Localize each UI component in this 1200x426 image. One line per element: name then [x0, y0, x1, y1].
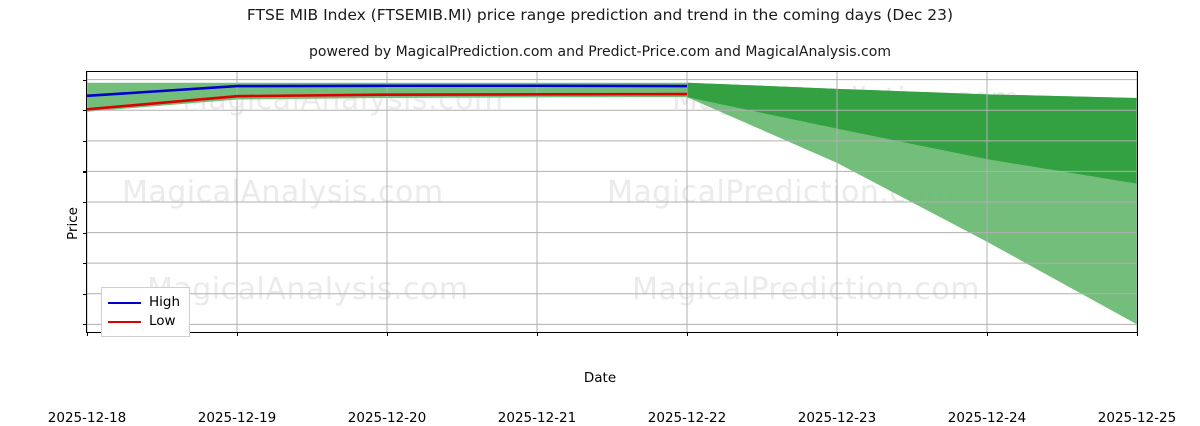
- chart-figure: FTSE MIB Index (FTSEMIB.MI) price range …: [48, 6, 1176, 426]
- range-band: [687, 82, 1137, 184]
- x-axis-tick-label: 2025-12-22: [647, 410, 727, 426]
- y-axis-label: Price: [65, 207, 81, 240]
- x-axis-tick-label: 2025-12-20: [347, 410, 427, 426]
- chart-subtitle: powered by MagicalPrediction.com and Pre…: [309, 44, 891, 60]
- x-axis-tick-label: 2025-12-18: [47, 410, 127, 426]
- legend-color-swatch: [108, 320, 141, 323]
- y-axis-tick-mark: [83, 110, 87, 112]
- gridline-layer: [87, 72, 1137, 332]
- series-line-low: [87, 92, 688, 111]
- x-axis-tick-mark: [237, 332, 239, 336]
- legend-item-low[interactable]: Low: [108, 312, 180, 331]
- x-axis-tick-mark: [537, 332, 539, 336]
- y-axis-tick-mark: [83, 202, 87, 204]
- y-axis-tick-mark: [83, 140, 87, 142]
- series-line-layer: [87, 84, 688, 111]
- x-axis-tick-mark: [987, 332, 989, 336]
- x-axis-tick-label: 2025-12-19: [197, 410, 277, 426]
- watermark-text: MagicalAnalysis.com: [122, 175, 444, 210]
- y-axis-tick-mark: [83, 263, 87, 265]
- x-axis-tick-mark: [837, 332, 839, 336]
- x-axis-tick-mark: [1137, 332, 1139, 336]
- plot-clip: MagicalAnalysis.com MagicalPrediction.com…: [87, 72, 1137, 332]
- watermark-text: MagicalAnalysis.com: [147, 272, 469, 307]
- chart-title: FTSE MIB Index (FTSEMIB.MI) price range …: [246, 6, 954, 24]
- plot-area: MagicalAnalysis.com MagicalPrediction.com…: [48, 71, 1176, 426]
- x-axis-tick-label: 2025-12-25: [1097, 410, 1177, 426]
- y-axis-tick-mark: [83, 293, 87, 295]
- x-axis-tick-mark: [687, 332, 689, 336]
- series-line-high: [87, 84, 688, 98]
- legend-item-high[interactable]: High: [108, 293, 180, 312]
- y-axis-tick-mark: [83, 171, 87, 173]
- legend-item-label: Low: [149, 312, 176, 329]
- x-axis-tick-label: 2025-12-24: [947, 410, 1027, 426]
- x-axis-tick-mark: [87, 332, 89, 336]
- legend-color-swatch: [108, 301, 141, 304]
- y-axis-tick-mark: [83, 324, 87, 326]
- chart-legend: High Low: [101, 287, 191, 337]
- watermark-text: MagicalPrediction.com: [632, 272, 980, 307]
- legend-item-label: High: [149, 293, 181, 310]
- y-axis-tick-mark: [83, 232, 87, 234]
- x-axis-label: Date: [583, 370, 617, 386]
- y-axis-tick-mark: [83, 79, 87, 81]
- x-axis-tick-label: 2025-12-21: [497, 410, 577, 426]
- x-axis-tick-label: 2025-12-23: [797, 410, 877, 426]
- x-axis-tick-mark: [387, 332, 389, 336]
